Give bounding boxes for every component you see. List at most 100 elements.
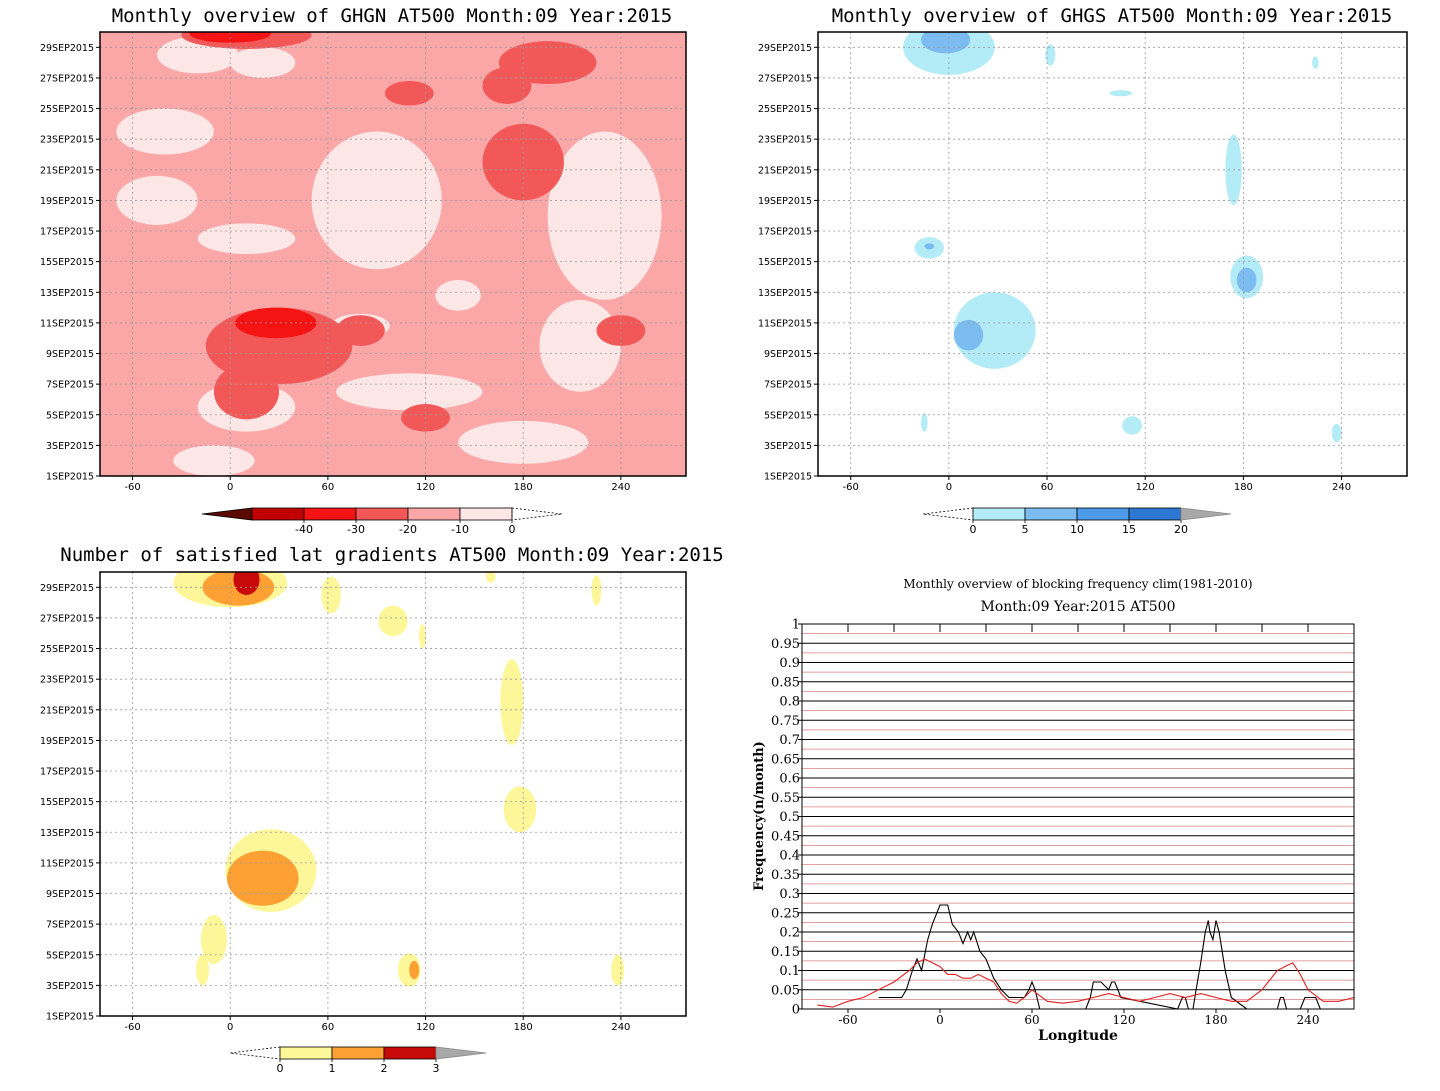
- blocking-y-tick-label: 0.8: [779, 695, 800, 710]
- ghgn-title: Monthly overview of GHGN AT500 Month:09 …: [112, 5, 673, 27]
- ghgn-frame: [99, 31, 687, 477]
- ghgs-colorbar-label: 5: [1022, 523, 1029, 536]
- ghgs-x-tick-label: 60: [1041, 482, 1054, 493]
- gradients-x-axis: -60 0 60 120 180 240: [124, 1016, 630, 1033]
- ghgs-y-tick-label: 1SEP2015: [764, 472, 812, 483]
- ghgs-x-tick-label: -60: [843, 482, 859, 493]
- grad-contour-region: [419, 624, 426, 649]
- grad-contour-region: [321, 576, 341, 614]
- grad-colorbar-segment: [279, 1046, 333, 1060]
- grad-contour-region: [200, 914, 227, 964]
- grad-y-tick-label: 3SEP2015: [46, 981, 94, 992]
- ghgn-y-tick-label: 13SEP2015: [40, 288, 94, 299]
- ghgs-contour-region: [921, 413, 928, 432]
- blocking-x-tick-label: -60: [838, 1013, 857, 1027]
- ghgs-y-tick-label: 23SEP2015: [758, 135, 812, 146]
- blocking-series-clim-line: [817, 958, 1355, 1008]
- ghgs-y-tick-label: 15SEP2015: [758, 257, 812, 268]
- ghgs-y-tick-label: 11SEP2015: [758, 318, 812, 329]
- blocking-y-tick-label: 0.3: [779, 887, 800, 902]
- ghgs-y-tick-label: 7SEP2015: [764, 380, 812, 391]
- ghgn-y-tick-label: 17SEP2015: [40, 227, 94, 238]
- ghgn-colorbar-segment: [407, 507, 461, 521]
- blocking-x-tick-label: 60: [1024, 1013, 1039, 1027]
- ghgs-title: Monthly overview of GHGS AT500 Month:09 …: [832, 5, 1393, 27]
- ghgs-x-tick-label: 120: [1136, 482, 1155, 493]
- ghgn-y-tick-label: 9SEP2015: [46, 349, 94, 360]
- grad-colorbar-label: 3: [433, 1062, 440, 1075]
- grad-colorbar-high-end: [435, 1046, 487, 1060]
- ghgs-y-tick-label: 29SEP2015: [758, 43, 812, 54]
- ghgn-y-tick-label: 27SEP2015: [40, 73, 94, 84]
- blocking-series: [817, 904, 1355, 1010]
- grad-y-tick-label: 23SEP2015: [40, 675, 94, 686]
- blocking-title: Monthly overview of blocking frequency c…: [903, 577, 1252, 591]
- ghgn-contour-region: [596, 315, 646, 346]
- ghgs-x-axis: -60 0 60 120 180 240: [843, 476, 1351, 493]
- ghgn-y-tick-label: 7SEP2015: [46, 380, 94, 391]
- ghgn-y-tick-label: 29SEP2015: [40, 43, 94, 54]
- ghgs-contour-region: [1045, 44, 1056, 66]
- grad-y-tick-label: 25SEP2015: [40, 644, 94, 655]
- ghgs-contour-region: [1312, 56, 1319, 69]
- grad-colorbar-low-end: [229, 1046, 281, 1060]
- blocking-xlabel: Longitude: [1038, 1028, 1118, 1044]
- ghgn-y-tick-label: 5SEP2015: [46, 410, 94, 421]
- ghgs-y-tick-label: 21SEP2015: [758, 165, 812, 176]
- ghgn-contour-region: [547, 131, 662, 300]
- blocking-y-tick-label: 1: [792, 618, 800, 633]
- ghgn-contour-region: [336, 315, 385, 346]
- ghgn-y-tick-label: 25SEP2015: [40, 104, 94, 115]
- ghgn-x-tick-label: -60: [124, 482, 140, 493]
- blocking-y-tick-label: 0: [792, 1003, 800, 1018]
- ghgs-y-tick-label: 3SEP2015: [764, 441, 812, 452]
- ghgn-contour-region: [173, 445, 255, 476]
- ghgn-colorbar-low-end: [201, 507, 253, 521]
- ghgn-contour-region: [482, 67, 532, 104]
- blocking-y-tick-label: 0.1: [779, 964, 800, 979]
- grad-contour-region: [378, 605, 408, 637]
- blocking-y-tick-label: 0.55: [771, 791, 800, 806]
- grad-y-tick-label: 9SEP2015: [46, 889, 94, 900]
- grad-contour-region: [503, 786, 537, 833]
- blocking-x-tick-label: 180: [1205, 1013, 1228, 1027]
- ghgs-colorbar-label: 15: [1122, 523, 1136, 536]
- ghgs-y-tick-label: 13SEP2015: [758, 288, 812, 299]
- ghgn-y-tick-label: 19SEP2015: [40, 196, 94, 207]
- gradients-y-axis: 1SEP2015 3SEP2015 5SEP2015 7SEP2015 9SEP2015…: [40, 583, 100, 1023]
- ghgs-colorbar-segment: [1024, 507, 1078, 521]
- ghgs-x-tick-label: 180: [1234, 482, 1253, 493]
- ghgn-y-axis: 1SEP2015 3SEP2015 5SEP2015 7SEP2015 9SEP2015…: [40, 43, 100, 483]
- ghgs-x-tick-label: 240: [1332, 482, 1351, 493]
- gradients-panel: Number of satisfied lat gradients AT500 …: [40, 544, 724, 1075]
- grad-contour-region: [409, 960, 420, 980]
- grad-contour-region: [611, 954, 625, 986]
- gradients-title: Number of satisfied lat gradients AT500 …: [60, 544, 723, 566]
- ghgn-colorbar-label: -30: [347, 523, 365, 536]
- grad-colorbar-label: 2: [381, 1062, 388, 1075]
- ghgs-y-tick-label: 17SEP2015: [758, 227, 812, 238]
- ghgs-colorbar-label: 10: [1070, 523, 1084, 536]
- ghgs-y-tick-label: 19SEP2015: [758, 196, 812, 207]
- ghgn-colorbar-segment: [459, 507, 513, 521]
- blocking-subtitle: Month:09 Year:2015 AT500: [981, 599, 1176, 615]
- ghgs-frame: [817, 31, 1408, 477]
- ghgs-colorbar: 0 5 10 15 20: [922, 507, 1232, 536]
- grad-contour-region: [485, 572, 496, 583]
- ghgs-contour-region: [924, 243, 935, 250]
- blocking-y-tick-label: 0.35: [771, 868, 800, 883]
- ghgn-colorbar-label: 0: [509, 523, 516, 536]
- grad-contour-region: [591, 575, 602, 606]
- ghgn-colorbar-segment: [303, 507, 357, 521]
- ghgs-colorbar-segment: [1128, 507, 1182, 521]
- blocking-y-tick-label: 0.6: [779, 772, 800, 787]
- blocking-x-tick-label: 120: [1113, 1013, 1136, 1027]
- ghgn-contour-region: [213, 364, 280, 420]
- ghgs-y-axis: 1SEP2015 3SEP2015 5SEP2015 7SEP2015 9SEP2015…: [758, 43, 818, 483]
- gradients-grid: [100, 572, 686, 1017]
- blocking-y-tick-label: 0.9: [779, 656, 800, 671]
- grad-y-tick-label: 5SEP2015: [46, 950, 94, 961]
- grad-field-background: [100, 572, 686, 1016]
- ghgn-colorbar: -40 -30 -20 -10 0: [201, 507, 563, 536]
